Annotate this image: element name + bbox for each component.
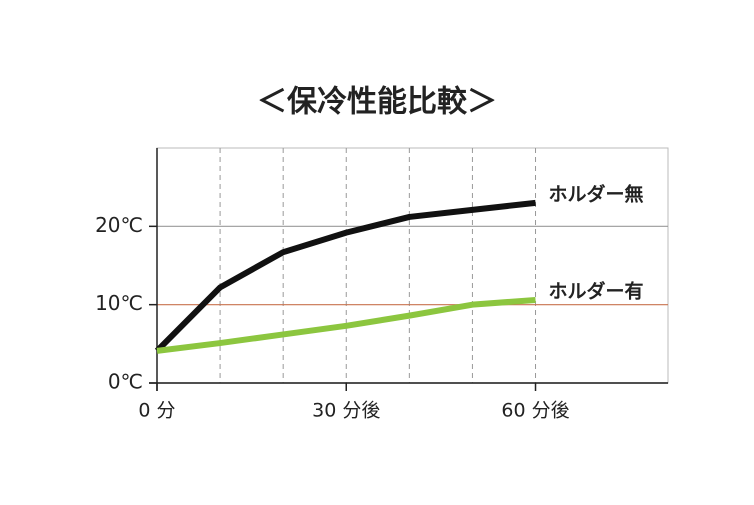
x-tick-label: 30 分後 xyxy=(312,400,380,422)
y-tick-label: 10℃ xyxy=(95,291,143,315)
series-line xyxy=(154,199,536,353)
y-tick-label: 0℃ xyxy=(108,370,143,394)
y-tick-label: 20℃ xyxy=(95,213,143,237)
chart-title: ＜保冷性能比較＞ xyxy=(257,85,497,120)
series-label: ホルダー無 xyxy=(549,182,644,205)
x-tick-label: 60 分後 xyxy=(501,400,569,422)
series-line xyxy=(156,296,536,354)
x-tick-label: 0 分 xyxy=(138,400,175,422)
series-label: ホルダー有 xyxy=(549,279,644,302)
